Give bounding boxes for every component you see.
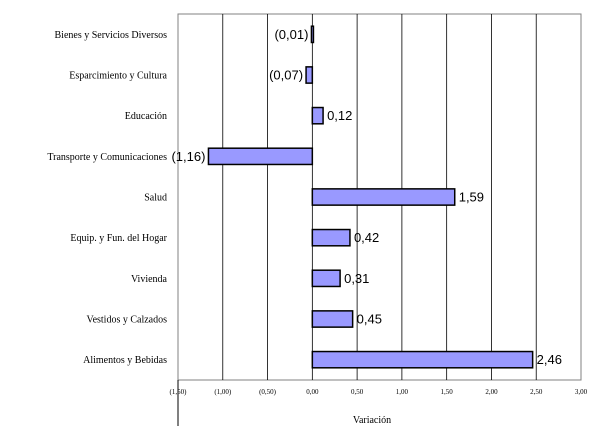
bar — [311, 228, 351, 247]
category-label: Bienes y Servicios Diversos — [55, 30, 168, 41]
x-tick-label: 2,00 — [485, 388, 498, 396]
bar — [311, 350, 534, 369]
data-label: 0,31 — [344, 271, 369, 286]
x-axis-title: Variación — [353, 415, 391, 426]
category-label: Salud — [144, 193, 167, 204]
bar — [305, 66, 314, 84]
x-tick-label: 1,50 — [441, 388, 454, 396]
x-tick-label: (1,00) — [214, 388, 232, 396]
bar — [311, 106, 324, 125]
data-label: 2,46 — [537, 352, 562, 367]
category-label: Alimentos y Bebidas — [83, 355, 167, 366]
x-tick-label: 3,00 — [575, 388, 588, 396]
category-label: Vivienda — [131, 274, 168, 285]
data-label: 0,45 — [357, 312, 382, 327]
category-labels: Bienes y Servicios Diversos Esparcimiento… — [47, 30, 167, 366]
bar — [311, 310, 354, 328]
bars — [207, 25, 534, 369]
bar — [311, 188, 456, 206]
category-label: Esparcimiento y Cultura — [69, 71, 167, 82]
category-label: Equip. y Fun. del Hogar — [70, 233, 167, 244]
category-label: Vestidos y Calzados — [86, 315, 167, 326]
x-tick-label: 2,50 — [530, 388, 543, 396]
bar — [310, 25, 315, 44]
category-label: Transporte y Comunicaciones — [47, 152, 167, 163]
x-tick-label: 1,00 — [396, 388, 409, 396]
data-label: 1,59 — [459, 190, 484, 205]
bar — [207, 147, 314, 166]
x-tick-label: 0,00 — [306, 388, 319, 396]
data-labels: (0,01) (0,07) 0,12 (1,16) 1,59 0,42 0,31 0,45 2,… — [171, 27, 561, 367]
x-tick-labels: (1,50)(1,00)(0,50)0,000,501,001,502,002,… — [170, 388, 588, 396]
data-label: (0,07) — [269, 68, 303, 83]
data-label: (1,16) — [171, 149, 205, 164]
data-label: (0,01) — [274, 27, 308, 42]
bar — [311, 269, 341, 288]
category-label: Educación — [125, 111, 167, 122]
x-tick-label: 0,50 — [351, 388, 364, 396]
x-tick-label: (0,50) — [259, 388, 277, 396]
data-label: 0,12 — [327, 108, 352, 123]
data-label: 0,42 — [354, 230, 379, 245]
